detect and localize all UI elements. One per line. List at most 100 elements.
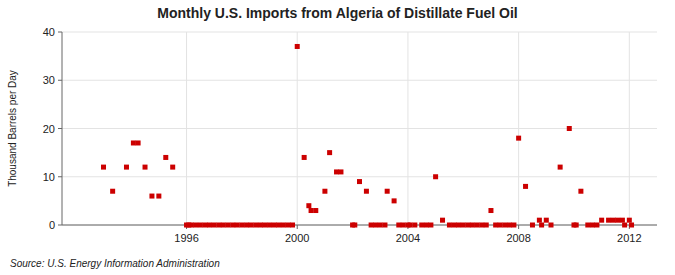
point bbox=[235, 223, 240, 228]
point bbox=[590, 223, 595, 228]
point bbox=[479, 223, 484, 228]
point bbox=[424, 223, 429, 228]
y-tick bbox=[58, 225, 62, 226]
point bbox=[226, 223, 231, 228]
point bbox=[484, 223, 489, 228]
point bbox=[313, 208, 318, 213]
point bbox=[334, 169, 339, 174]
x-tick-label: 2004 bbox=[396, 232, 420, 244]
point bbox=[539, 223, 544, 228]
point bbox=[385, 189, 390, 194]
point bbox=[189, 223, 194, 228]
point bbox=[193, 223, 198, 228]
point bbox=[327, 150, 332, 155]
point bbox=[567, 126, 572, 131]
point bbox=[207, 223, 212, 228]
y-grid-line bbox=[62, 32, 657, 33]
point bbox=[456, 223, 461, 228]
point bbox=[290, 223, 295, 228]
point bbox=[101, 165, 106, 170]
point bbox=[606, 218, 611, 223]
y-tick-label: 20 bbox=[43, 123, 55, 135]
point bbox=[281, 223, 286, 228]
point bbox=[295, 44, 300, 49]
y-grid-line bbox=[62, 225, 657, 226]
point bbox=[498, 223, 503, 228]
point bbox=[322, 189, 327, 194]
y-tick bbox=[58, 80, 62, 81]
y-grid-line bbox=[62, 176, 657, 177]
x-grid-line bbox=[297, 32, 298, 225]
point bbox=[475, 223, 480, 228]
point bbox=[203, 223, 208, 228]
point bbox=[170, 165, 175, 170]
point bbox=[156, 194, 161, 199]
title: Monthly U.S. Imports from Algeria of Dis… bbox=[157, 5, 517, 21]
point bbox=[136, 140, 141, 145]
point bbox=[452, 223, 457, 228]
point bbox=[502, 223, 507, 228]
y-grid-line bbox=[62, 80, 657, 81]
point bbox=[428, 223, 433, 228]
point bbox=[239, 223, 244, 228]
point bbox=[516, 136, 521, 141]
point bbox=[523, 184, 528, 189]
axes: 01020304019962000200420082012 bbox=[43, 26, 642, 244]
point bbox=[627, 218, 632, 223]
point bbox=[357, 179, 362, 184]
point bbox=[216, 223, 221, 228]
point bbox=[392, 198, 397, 203]
y-tick-label: 10 bbox=[43, 171, 55, 183]
point bbox=[267, 223, 272, 228]
point bbox=[373, 223, 378, 228]
grid bbox=[62, 32, 657, 225]
point bbox=[110, 189, 115, 194]
point bbox=[124, 165, 129, 170]
point bbox=[378, 223, 383, 228]
point bbox=[433, 174, 438, 179]
y-axis-label: Thousand Barrels per Day bbox=[7, 70, 18, 187]
point bbox=[272, 223, 277, 228]
y-tick-label: 40 bbox=[43, 26, 55, 38]
point bbox=[465, 223, 470, 228]
point bbox=[461, 223, 466, 228]
chart-container: Monthly U.S. Imports from Algeria of Dis… bbox=[0, 0, 675, 275]
point bbox=[258, 223, 263, 228]
point bbox=[549, 223, 554, 228]
y-tick-label: 0 bbox=[49, 219, 55, 231]
point bbox=[578, 189, 583, 194]
y-tick bbox=[58, 128, 62, 129]
point bbox=[309, 208, 314, 213]
x-tick-label: 2012 bbox=[617, 232, 641, 244]
point bbox=[530, 223, 535, 228]
point bbox=[244, 223, 249, 228]
point bbox=[249, 223, 254, 228]
point bbox=[382, 223, 387, 228]
point bbox=[599, 218, 604, 223]
chart-svg: Monthly U.S. Imports from Algeria of Dis… bbox=[0, 0, 675, 275]
point bbox=[163, 155, 168, 160]
point bbox=[629, 223, 634, 228]
point bbox=[149, 194, 154, 199]
point bbox=[212, 223, 217, 228]
y-tick-label: 30 bbox=[43, 74, 55, 86]
point bbox=[364, 189, 369, 194]
point bbox=[143, 165, 148, 170]
point bbox=[302, 155, 307, 160]
point bbox=[338, 169, 343, 174]
point bbox=[537, 218, 542, 223]
x-tick bbox=[297, 225, 298, 229]
point bbox=[276, 223, 281, 228]
x-grid-line bbox=[407, 32, 408, 225]
point bbox=[622, 223, 627, 228]
point bbox=[440, 218, 445, 223]
point bbox=[585, 223, 590, 228]
y-tick bbox=[58, 176, 62, 177]
x-tick bbox=[518, 225, 519, 229]
point bbox=[611, 218, 616, 223]
point bbox=[620, 218, 625, 223]
x-tick-label: 2000 bbox=[285, 232, 309, 244]
point bbox=[401, 223, 406, 228]
x-axis-line bbox=[62, 225, 657, 226]
point bbox=[447, 223, 452, 228]
